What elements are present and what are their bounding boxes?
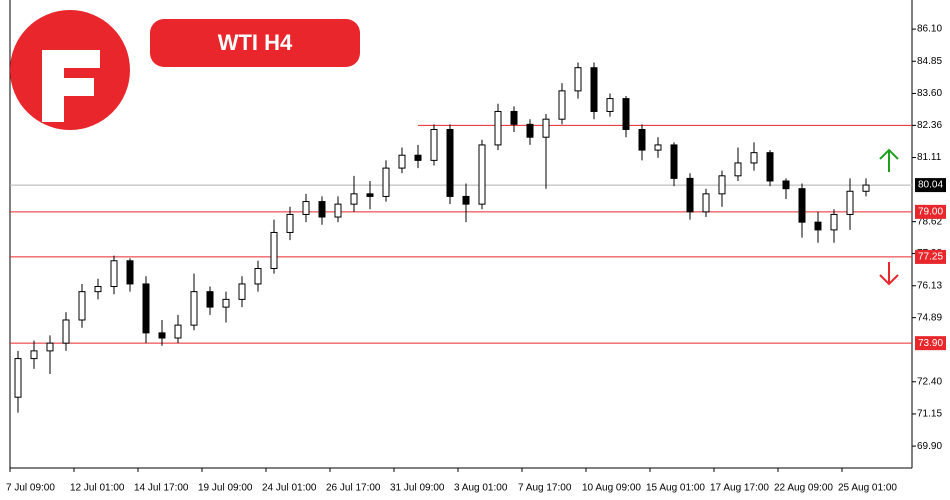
candle-body xyxy=(734,162,742,177)
level-label-box xyxy=(915,178,946,193)
x-tick-label: 7 Jul 09:00 xyxy=(6,483,55,494)
down-arrow xyxy=(879,262,899,286)
candle-body xyxy=(238,283,246,300)
y-tick-label: 83.60 xyxy=(917,88,942,99)
candle-body xyxy=(142,283,150,334)
x-tick-label: 22 Aug 09:00 xyxy=(774,483,833,494)
candle-body xyxy=(462,195,470,205)
candle-body xyxy=(206,291,214,308)
x-tick-label: 25 Aug 01:00 xyxy=(838,483,897,494)
y-tick-label: 84.85 xyxy=(917,56,942,67)
title-badge xyxy=(150,19,360,67)
candle-body xyxy=(62,319,70,344)
chart-title: WTI H4 xyxy=(218,30,293,55)
x-tick-label: 31 Jul 09:00 xyxy=(390,483,445,494)
y-tick-label: 86.10 xyxy=(917,24,942,35)
candle-body xyxy=(782,180,790,190)
y-tick-label: 81.11 xyxy=(917,152,942,163)
candle-body xyxy=(446,128,454,197)
candle-body xyxy=(366,193,374,197)
level-label-box xyxy=(915,204,946,219)
level-label: 73.90 xyxy=(918,338,943,349)
candle-body xyxy=(174,324,182,339)
x-tick-label: 3 Aug 01:00 xyxy=(454,483,508,494)
candle-body xyxy=(286,213,294,233)
candle-body xyxy=(30,350,38,360)
candle-body xyxy=(622,98,630,130)
candle-body xyxy=(78,291,86,321)
candle-body xyxy=(318,201,326,218)
candle-body xyxy=(270,231,278,269)
candle-body xyxy=(94,286,102,293)
level-label: 79.00 xyxy=(918,207,943,218)
candle-body xyxy=(590,67,598,112)
candle-body xyxy=(798,188,806,223)
candle-body xyxy=(638,128,646,151)
candle-body xyxy=(862,184,870,192)
candle-body xyxy=(382,167,390,197)
y-tick-label: 71.15 xyxy=(917,409,942,420)
candle-body xyxy=(686,177,694,213)
candle-body xyxy=(766,152,774,182)
candle-body xyxy=(158,332,166,339)
y-tick-label: 78.62 xyxy=(917,216,942,227)
x-tick-label: 15 Aug 01:00 xyxy=(646,483,705,494)
up-arrow xyxy=(879,148,899,172)
level-label-box xyxy=(915,249,946,264)
candle-body xyxy=(510,110,518,125)
x-tick-label: 19 Jul 09:00 xyxy=(198,483,253,494)
candle-body xyxy=(814,221,822,231)
level-label: 77.25 xyxy=(918,252,943,263)
candle-body xyxy=(654,144,662,151)
candle-body xyxy=(430,128,438,161)
candle-body xyxy=(14,358,22,398)
candle-body xyxy=(350,193,358,205)
x-tick-label: 7 Aug 17:00 xyxy=(518,483,572,494)
candle-body xyxy=(254,267,262,285)
x-tick-label: 12 Jul 01:00 xyxy=(70,483,125,494)
candle-body xyxy=(702,193,710,213)
candle-body xyxy=(670,144,678,179)
candle-body xyxy=(46,342,54,352)
y-tick-label: 74.89 xyxy=(917,312,942,323)
candle-body xyxy=(414,154,422,161)
candle-body xyxy=(830,213,838,231)
y-tick-label: 69.90 xyxy=(917,441,942,452)
candle-body xyxy=(494,110,502,146)
candle-body xyxy=(574,67,582,92)
candle-body xyxy=(302,201,310,215)
candle-body xyxy=(606,98,614,112)
candle-body xyxy=(398,154,406,169)
candle-body xyxy=(526,123,534,138)
level-label-box xyxy=(915,336,946,351)
x-tick-label: 10 Aug 09:00 xyxy=(582,483,641,494)
candle-body xyxy=(222,298,230,308)
candle-body xyxy=(750,152,758,164)
candle-body xyxy=(846,190,854,215)
candle-body xyxy=(478,144,486,205)
logo xyxy=(10,10,130,130)
candle-body xyxy=(334,203,342,218)
x-tick-label: 24 Jul 01:00 xyxy=(262,483,317,494)
candle-body xyxy=(718,175,726,195)
candle-body xyxy=(542,118,550,138)
candle-body xyxy=(126,260,134,285)
y-tick-label: 72.40 xyxy=(917,376,942,387)
candle-body xyxy=(110,260,118,288)
level-label: 80.04 xyxy=(918,180,943,191)
x-tick-label: 26 Jul 17:00 xyxy=(326,483,381,494)
candle-body xyxy=(190,291,198,326)
candle-body xyxy=(558,90,566,120)
y-tick-label: 82.36 xyxy=(917,120,942,131)
x-tick-label: 17 Aug 17:00 xyxy=(710,483,769,494)
y-tick-label: 76.13 xyxy=(917,280,942,291)
x-tick-label: 14 Jul 17:00 xyxy=(134,483,189,494)
